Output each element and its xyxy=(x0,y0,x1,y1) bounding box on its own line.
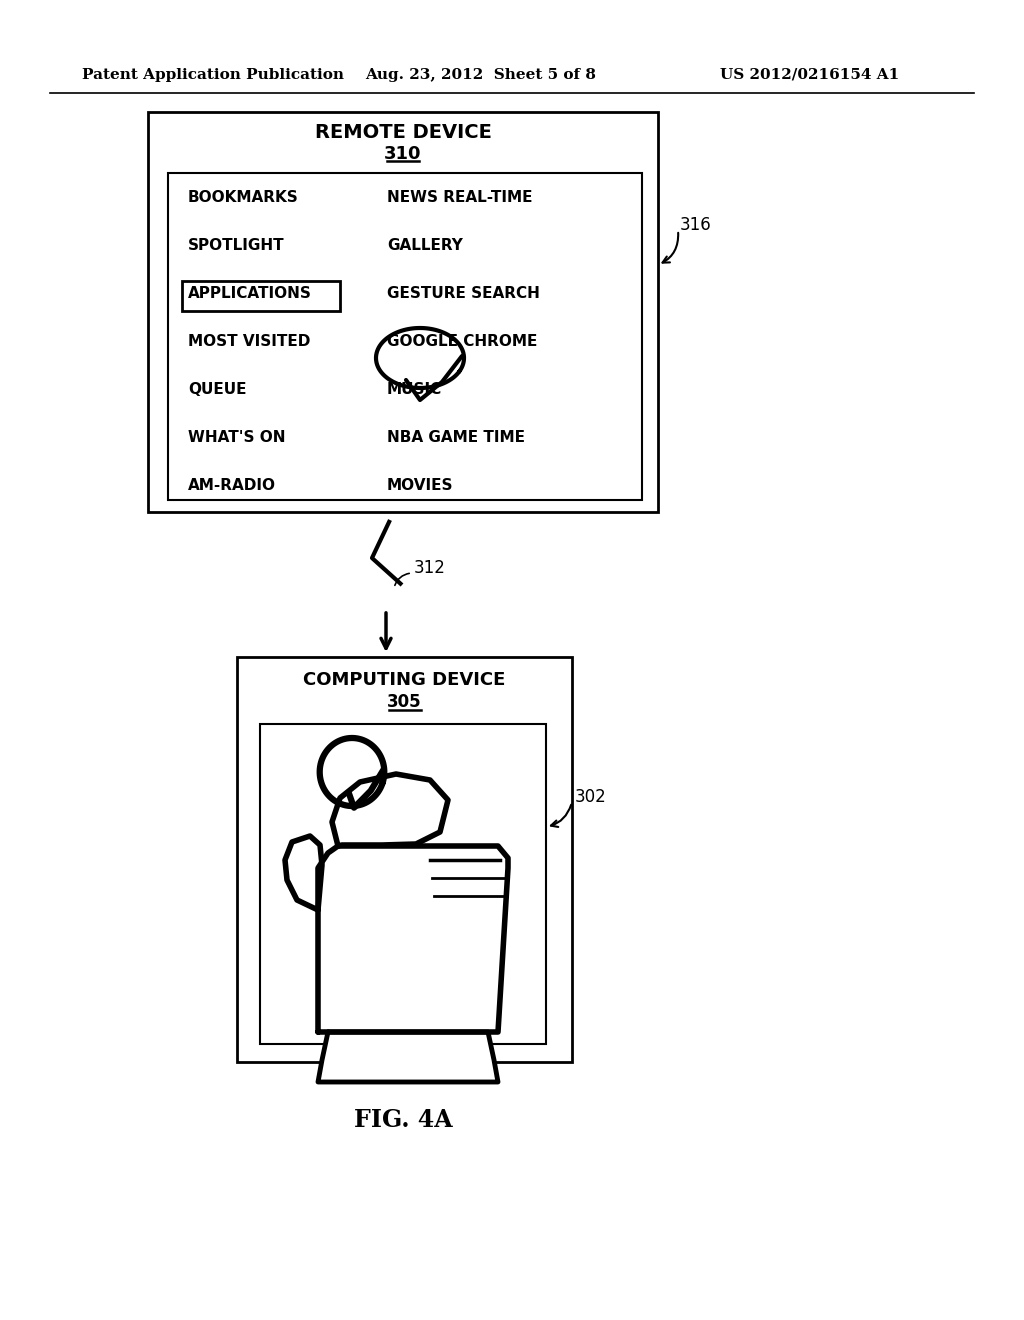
Polygon shape xyxy=(318,846,508,1032)
Bar xyxy=(182,281,340,312)
Text: REMOTE DEVICE: REMOTE DEVICE xyxy=(314,124,492,143)
Text: MUSIC: MUSIC xyxy=(387,383,442,397)
Text: BOOKMARKS: BOOKMARKS xyxy=(188,190,299,206)
Text: MOST VISITED: MOST VISITED xyxy=(188,334,310,350)
Text: COMPUTING DEVICE: COMPUTING DEVICE xyxy=(303,671,506,689)
Text: NBA GAME TIME: NBA GAME TIME xyxy=(387,430,525,446)
Text: SPOTLIGHT: SPOTLIGHT xyxy=(188,239,285,253)
Text: 305: 305 xyxy=(387,693,422,711)
FancyArrowPatch shape xyxy=(663,232,678,263)
Bar xyxy=(148,112,658,512)
Text: GOOGLE CHROME: GOOGLE CHROME xyxy=(387,334,538,350)
Text: US 2012/0216154 A1: US 2012/0216154 A1 xyxy=(720,69,899,82)
Text: FIG. 4A: FIG. 4A xyxy=(353,1107,453,1133)
Text: GALLERY: GALLERY xyxy=(387,239,463,253)
Polygon shape xyxy=(318,1032,498,1082)
Text: GESTURE SEARCH: GESTURE SEARCH xyxy=(387,286,540,301)
Polygon shape xyxy=(332,774,449,846)
Text: 310: 310 xyxy=(384,145,422,162)
Bar xyxy=(168,173,642,500)
Bar xyxy=(260,723,546,1044)
Text: Patent Application Publication: Patent Application Publication xyxy=(82,69,344,82)
Text: AM-RADIO: AM-RADIO xyxy=(188,479,276,494)
Text: Aug. 23, 2012  Sheet 5 of 8: Aug. 23, 2012 Sheet 5 of 8 xyxy=(365,69,596,82)
Text: 302: 302 xyxy=(575,788,607,807)
FancyArrowPatch shape xyxy=(551,805,571,826)
Text: 316: 316 xyxy=(680,216,712,234)
Text: 312: 312 xyxy=(414,558,445,577)
Bar xyxy=(237,657,572,1063)
Text: WHAT'S ON: WHAT'S ON xyxy=(188,430,286,446)
Text: NEWS REAL-TIME: NEWS REAL-TIME xyxy=(387,190,532,206)
Text: MOVIES: MOVIES xyxy=(387,479,454,494)
Text: QUEUE: QUEUE xyxy=(188,383,247,397)
Polygon shape xyxy=(285,836,322,909)
Text: APPLICATIONS: APPLICATIONS xyxy=(188,286,312,301)
FancyArrowPatch shape xyxy=(395,573,410,585)
